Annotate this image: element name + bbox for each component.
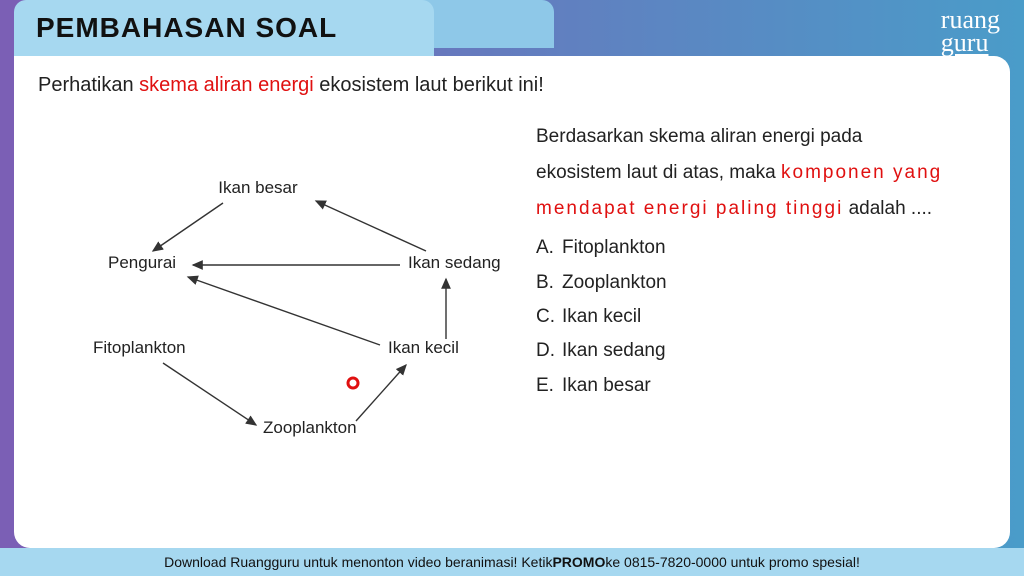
- node-fitoplankton: Fitoplankton: [93, 338, 186, 357]
- option-B[interactable]: B.Zooplankton: [536, 268, 986, 298]
- option-C[interactable]: C.Ikan kecil: [536, 302, 986, 332]
- instruction-text: Perhatikan skema aliran energi ekosistem…: [38, 74, 986, 97]
- logo-bottom: guru: [941, 31, 1000, 54]
- instr-pre: Perhatikan: [38, 74, 139, 96]
- laser-pointer-icon: [348, 378, 358, 388]
- option-label: E.: [536, 371, 562, 401]
- option-text: Ikan besar: [562, 375, 651, 396]
- edge-zooplankton-ikan_kecil: [356, 365, 406, 421]
- instr-post: ekosistem laut berikut ini!: [314, 74, 544, 96]
- title-tab: PEMBAHASAN SOAL: [14, 0, 434, 56]
- instr-highlight: skema aliran energi: [139, 74, 314, 96]
- option-E[interactable]: E.Ikan besar: [536, 371, 986, 401]
- question-line2-pre: ekosistem laut di atas, maka: [536, 162, 781, 183]
- brand-logo: ruang guru: [941, 8, 1000, 55]
- node-pengurai: Pengurai: [108, 253, 176, 272]
- option-label: C.: [536, 302, 562, 332]
- node-ikan_besar: Ikan besar: [218, 178, 298, 197]
- question-line1: Berdasarkan skema aliran energi pada: [536, 119, 986, 155]
- option-D[interactable]: D.Ikan sedang: [536, 336, 986, 366]
- options-list: A.FitoplanktonB.ZooplanktonC.Ikan kecilD…: [536, 233, 986, 401]
- diagram-svg: Ikan besar Pengurai Ikan sedang Fitoplankto…: [38, 107, 518, 529]
- option-label: B.: [536, 268, 562, 298]
- energy-flow-diagram: Ikan besar Pengurai Ikan sedang Fitoplankto…: [38, 107, 518, 529]
- option-label: A.: [536, 233, 562, 263]
- option-label: D.: [536, 336, 562, 366]
- option-text: Ikan sedang: [562, 340, 666, 361]
- content-row: Ikan besar Pengurai Ikan sedang Fitoplankto…: [38, 107, 986, 529]
- edge-ikan_besar-pengurai: [153, 203, 223, 251]
- footer-bold: PROMO: [552, 554, 605, 570]
- node-ikan_kecil: Ikan kecil: [388, 338, 459, 357]
- node-ikan_sedang: Ikan sedang: [408, 253, 501, 272]
- question-block: Berdasarkan skema aliran energi pada eko…: [536, 107, 986, 529]
- option-text: Fitoplankton: [562, 237, 666, 258]
- footer-bar: Download Ruangguru untuk menonton video …: [0, 548, 1024, 576]
- footer-post: ke 0815-7820-0000 untuk promo spesial!: [605, 554, 860, 570]
- slide-title: PEMBAHASAN SOAL: [36, 12, 337, 44]
- option-text: Zooplankton: [562, 272, 667, 293]
- edge-ikan_kecil-pengurai: [188, 277, 380, 345]
- footer-pre: Download Ruangguru untuk menonton video …: [164, 554, 552, 570]
- node-zooplankton: Zooplankton: [263, 418, 357, 437]
- edge-fitoplankton-zooplankton: [163, 363, 256, 425]
- question-post: adalah ....: [843, 198, 932, 219]
- option-A[interactable]: A.Fitoplankton: [536, 233, 986, 263]
- option-text: Ikan kecil: [562, 306, 641, 327]
- content-card: Perhatikan skema aliran energi ekosistem…: [14, 56, 1010, 548]
- edge-ikan_sedang-ikan_besar: [316, 201, 426, 251]
